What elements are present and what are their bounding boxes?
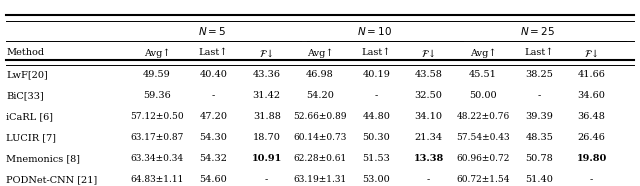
Text: 64.83±1.11: 64.83±1.11 — [131, 175, 184, 184]
Text: 19.80: 19.80 — [577, 154, 607, 163]
Text: $\mathcal{F}$↓: $\mathcal{F}$↓ — [259, 47, 274, 59]
Text: Method: Method — [6, 48, 45, 57]
Text: LUCIR [7]: LUCIR [7] — [6, 133, 56, 142]
Text: $N=5$: $N=5$ — [198, 25, 226, 37]
Text: 54.60: 54.60 — [200, 175, 227, 184]
Text: 59.36: 59.36 — [143, 91, 171, 100]
Text: 44.80: 44.80 — [362, 112, 390, 121]
Text: 53.00: 53.00 — [363, 175, 390, 184]
Text: -: - — [212, 91, 215, 100]
Text: 50.78: 50.78 — [525, 154, 554, 163]
Text: -: - — [427, 175, 430, 184]
Text: 40.40: 40.40 — [200, 70, 227, 79]
Text: 51.53: 51.53 — [362, 154, 390, 163]
Text: Last↑: Last↑ — [525, 48, 554, 57]
Text: 60.14±0.73: 60.14±0.73 — [293, 133, 347, 142]
Text: -: - — [375, 91, 378, 100]
Text: 52.66±0.89: 52.66±0.89 — [293, 112, 347, 121]
Text: 34.10: 34.10 — [415, 112, 442, 121]
Text: 36.48: 36.48 — [578, 112, 605, 121]
Text: 60.96±0.72: 60.96±0.72 — [456, 154, 509, 163]
Text: $\mathcal{F}$↓: $\mathcal{F}$↓ — [584, 47, 599, 59]
Text: PODNet-CNN [21]: PODNet-CNN [21] — [6, 175, 98, 184]
Text: -: - — [265, 175, 268, 184]
Text: 60.72±1.54: 60.72±1.54 — [456, 175, 510, 184]
Text: 18.70: 18.70 — [253, 133, 280, 142]
Text: 57.12±0.50: 57.12±0.50 — [130, 112, 184, 121]
Text: 45.51: 45.51 — [469, 70, 497, 79]
Text: 41.66: 41.66 — [578, 70, 605, 79]
Text: 38.25: 38.25 — [525, 70, 554, 79]
Text: 54.30: 54.30 — [200, 133, 227, 142]
Text: 21.34: 21.34 — [415, 133, 443, 142]
Text: 48.35: 48.35 — [525, 133, 554, 142]
Text: 43.58: 43.58 — [415, 70, 442, 79]
Text: 34.60: 34.60 — [578, 91, 605, 100]
Text: 50.00: 50.00 — [469, 91, 497, 100]
Text: BiC[33]: BiC[33] — [6, 91, 44, 100]
Text: 46.98: 46.98 — [306, 70, 334, 79]
Text: 31.42: 31.42 — [253, 91, 281, 100]
Text: $N=10$: $N=10$ — [356, 25, 392, 37]
Text: $N=25$: $N=25$ — [520, 25, 555, 37]
Text: 62.28±0.61: 62.28±0.61 — [293, 154, 347, 163]
Text: $\mathcal{F}$↓: $\mathcal{F}$↓ — [421, 47, 436, 59]
Text: 10.91: 10.91 — [252, 154, 282, 163]
Text: 63.34±0.34: 63.34±0.34 — [131, 154, 184, 163]
Text: 49.59: 49.59 — [143, 70, 171, 79]
Text: Avg↑: Avg↑ — [307, 48, 333, 58]
Text: Avg↑: Avg↑ — [470, 48, 497, 58]
Text: 26.46: 26.46 — [578, 133, 605, 142]
Text: 13.38: 13.38 — [413, 154, 444, 163]
Text: 32.50: 32.50 — [415, 91, 442, 100]
Text: 40.19: 40.19 — [362, 70, 390, 79]
Text: 43.36: 43.36 — [253, 70, 281, 79]
Text: 39.39: 39.39 — [525, 112, 554, 121]
Text: -: - — [590, 175, 593, 184]
Text: Avg↑: Avg↑ — [143, 48, 170, 58]
Text: Mnemonics [8]: Mnemonics [8] — [6, 154, 81, 163]
Text: 57.54±0.43: 57.54±0.43 — [456, 133, 510, 142]
Text: 63.17±0.87: 63.17±0.87 — [131, 133, 184, 142]
Text: Last↑: Last↑ — [198, 48, 228, 57]
Text: 48.22±0.76: 48.22±0.76 — [456, 112, 509, 121]
Text: 54.32: 54.32 — [200, 154, 227, 163]
Text: 31.88: 31.88 — [253, 112, 280, 121]
Text: 63.19±1.31: 63.19±1.31 — [293, 175, 347, 184]
Text: 47.20: 47.20 — [200, 112, 227, 121]
Text: Last↑: Last↑ — [362, 48, 391, 57]
Text: LwF[20]: LwF[20] — [6, 70, 48, 79]
Text: 54.20: 54.20 — [306, 91, 334, 100]
Text: -: - — [538, 91, 541, 100]
Text: 50.30: 50.30 — [363, 133, 390, 142]
Text: 51.40: 51.40 — [525, 175, 554, 184]
Text: iCaRL [6]: iCaRL [6] — [6, 112, 53, 121]
